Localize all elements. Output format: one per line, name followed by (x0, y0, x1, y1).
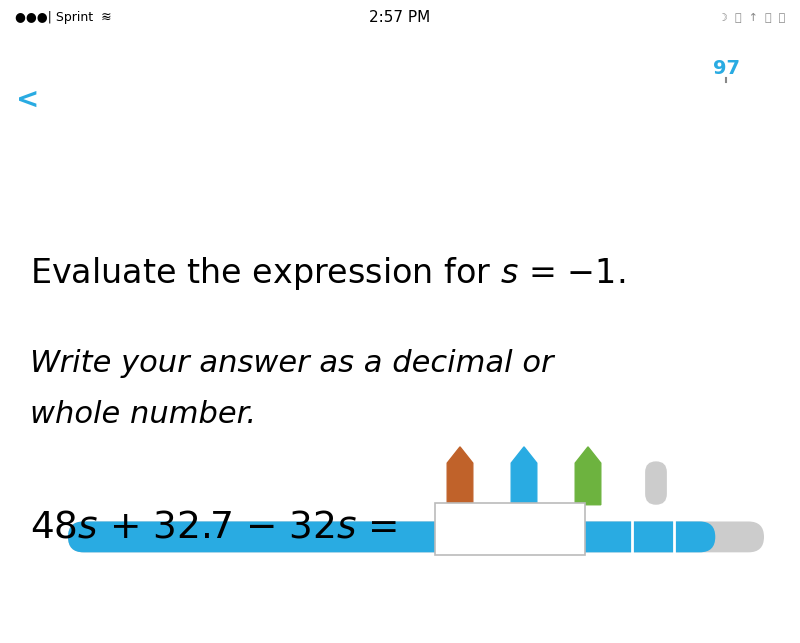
Text: whole number.: whole number. (30, 400, 256, 430)
Text: Write your answer as a decimal or: Write your answer as a decimal or (30, 349, 554, 378)
Text: $48s$ + 32.7 − $32s$ =: $48s$ + 32.7 − $32s$ = (30, 509, 397, 545)
Text: ●●●| Sprint  ≋: ●●●| Sprint ≋ (15, 12, 112, 24)
FancyBboxPatch shape (68, 521, 715, 552)
Polygon shape (447, 447, 473, 505)
Text: 2:57 PM: 2:57 PM (370, 10, 430, 26)
Polygon shape (575, 447, 601, 505)
FancyBboxPatch shape (68, 521, 764, 552)
FancyBboxPatch shape (645, 462, 667, 505)
Polygon shape (511, 447, 537, 505)
Text: ☽  ⓪  ↑  ⏰  🔋: ☽ ⓪ ↑ ⏰ 🔋 (718, 13, 785, 23)
FancyBboxPatch shape (435, 503, 585, 556)
Text: 97: 97 (713, 59, 739, 78)
Text: Evaluate the expression for $s$ = −1.: Evaluate the expression for $s$ = −1. (30, 255, 625, 292)
Text: <: < (16, 86, 40, 114)
